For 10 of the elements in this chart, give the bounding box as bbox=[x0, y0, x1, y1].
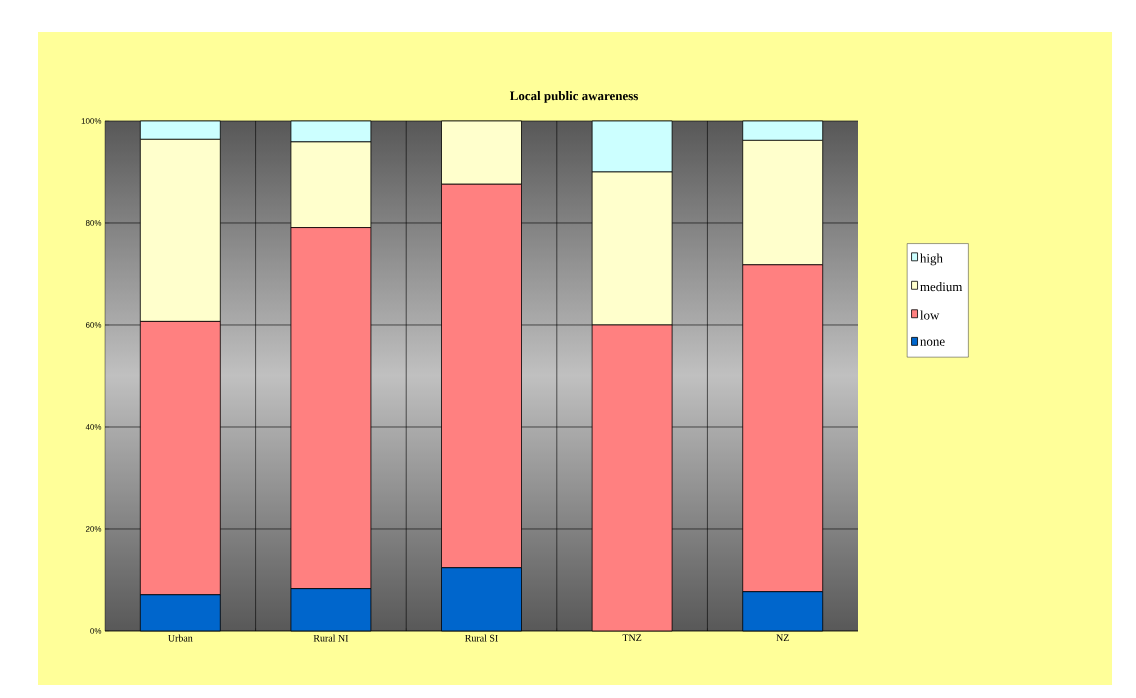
x-tick-label: Rural SI bbox=[465, 634, 498, 642]
x-tick-label: NZ bbox=[776, 634, 789, 642]
x-tick-label: Rural NI bbox=[313, 634, 349, 642]
x-tick-label: Urban bbox=[168, 634, 193, 642]
legend-label: low bbox=[920, 310, 940, 320]
legend-label: none bbox=[920, 339, 945, 346]
legend-label: high bbox=[920, 253, 943, 266]
chart-title: Local public awareness bbox=[509, 91, 638, 103]
x-tick-label: TNZ bbox=[622, 634, 642, 642]
legend-label: medium bbox=[920, 282, 963, 292]
